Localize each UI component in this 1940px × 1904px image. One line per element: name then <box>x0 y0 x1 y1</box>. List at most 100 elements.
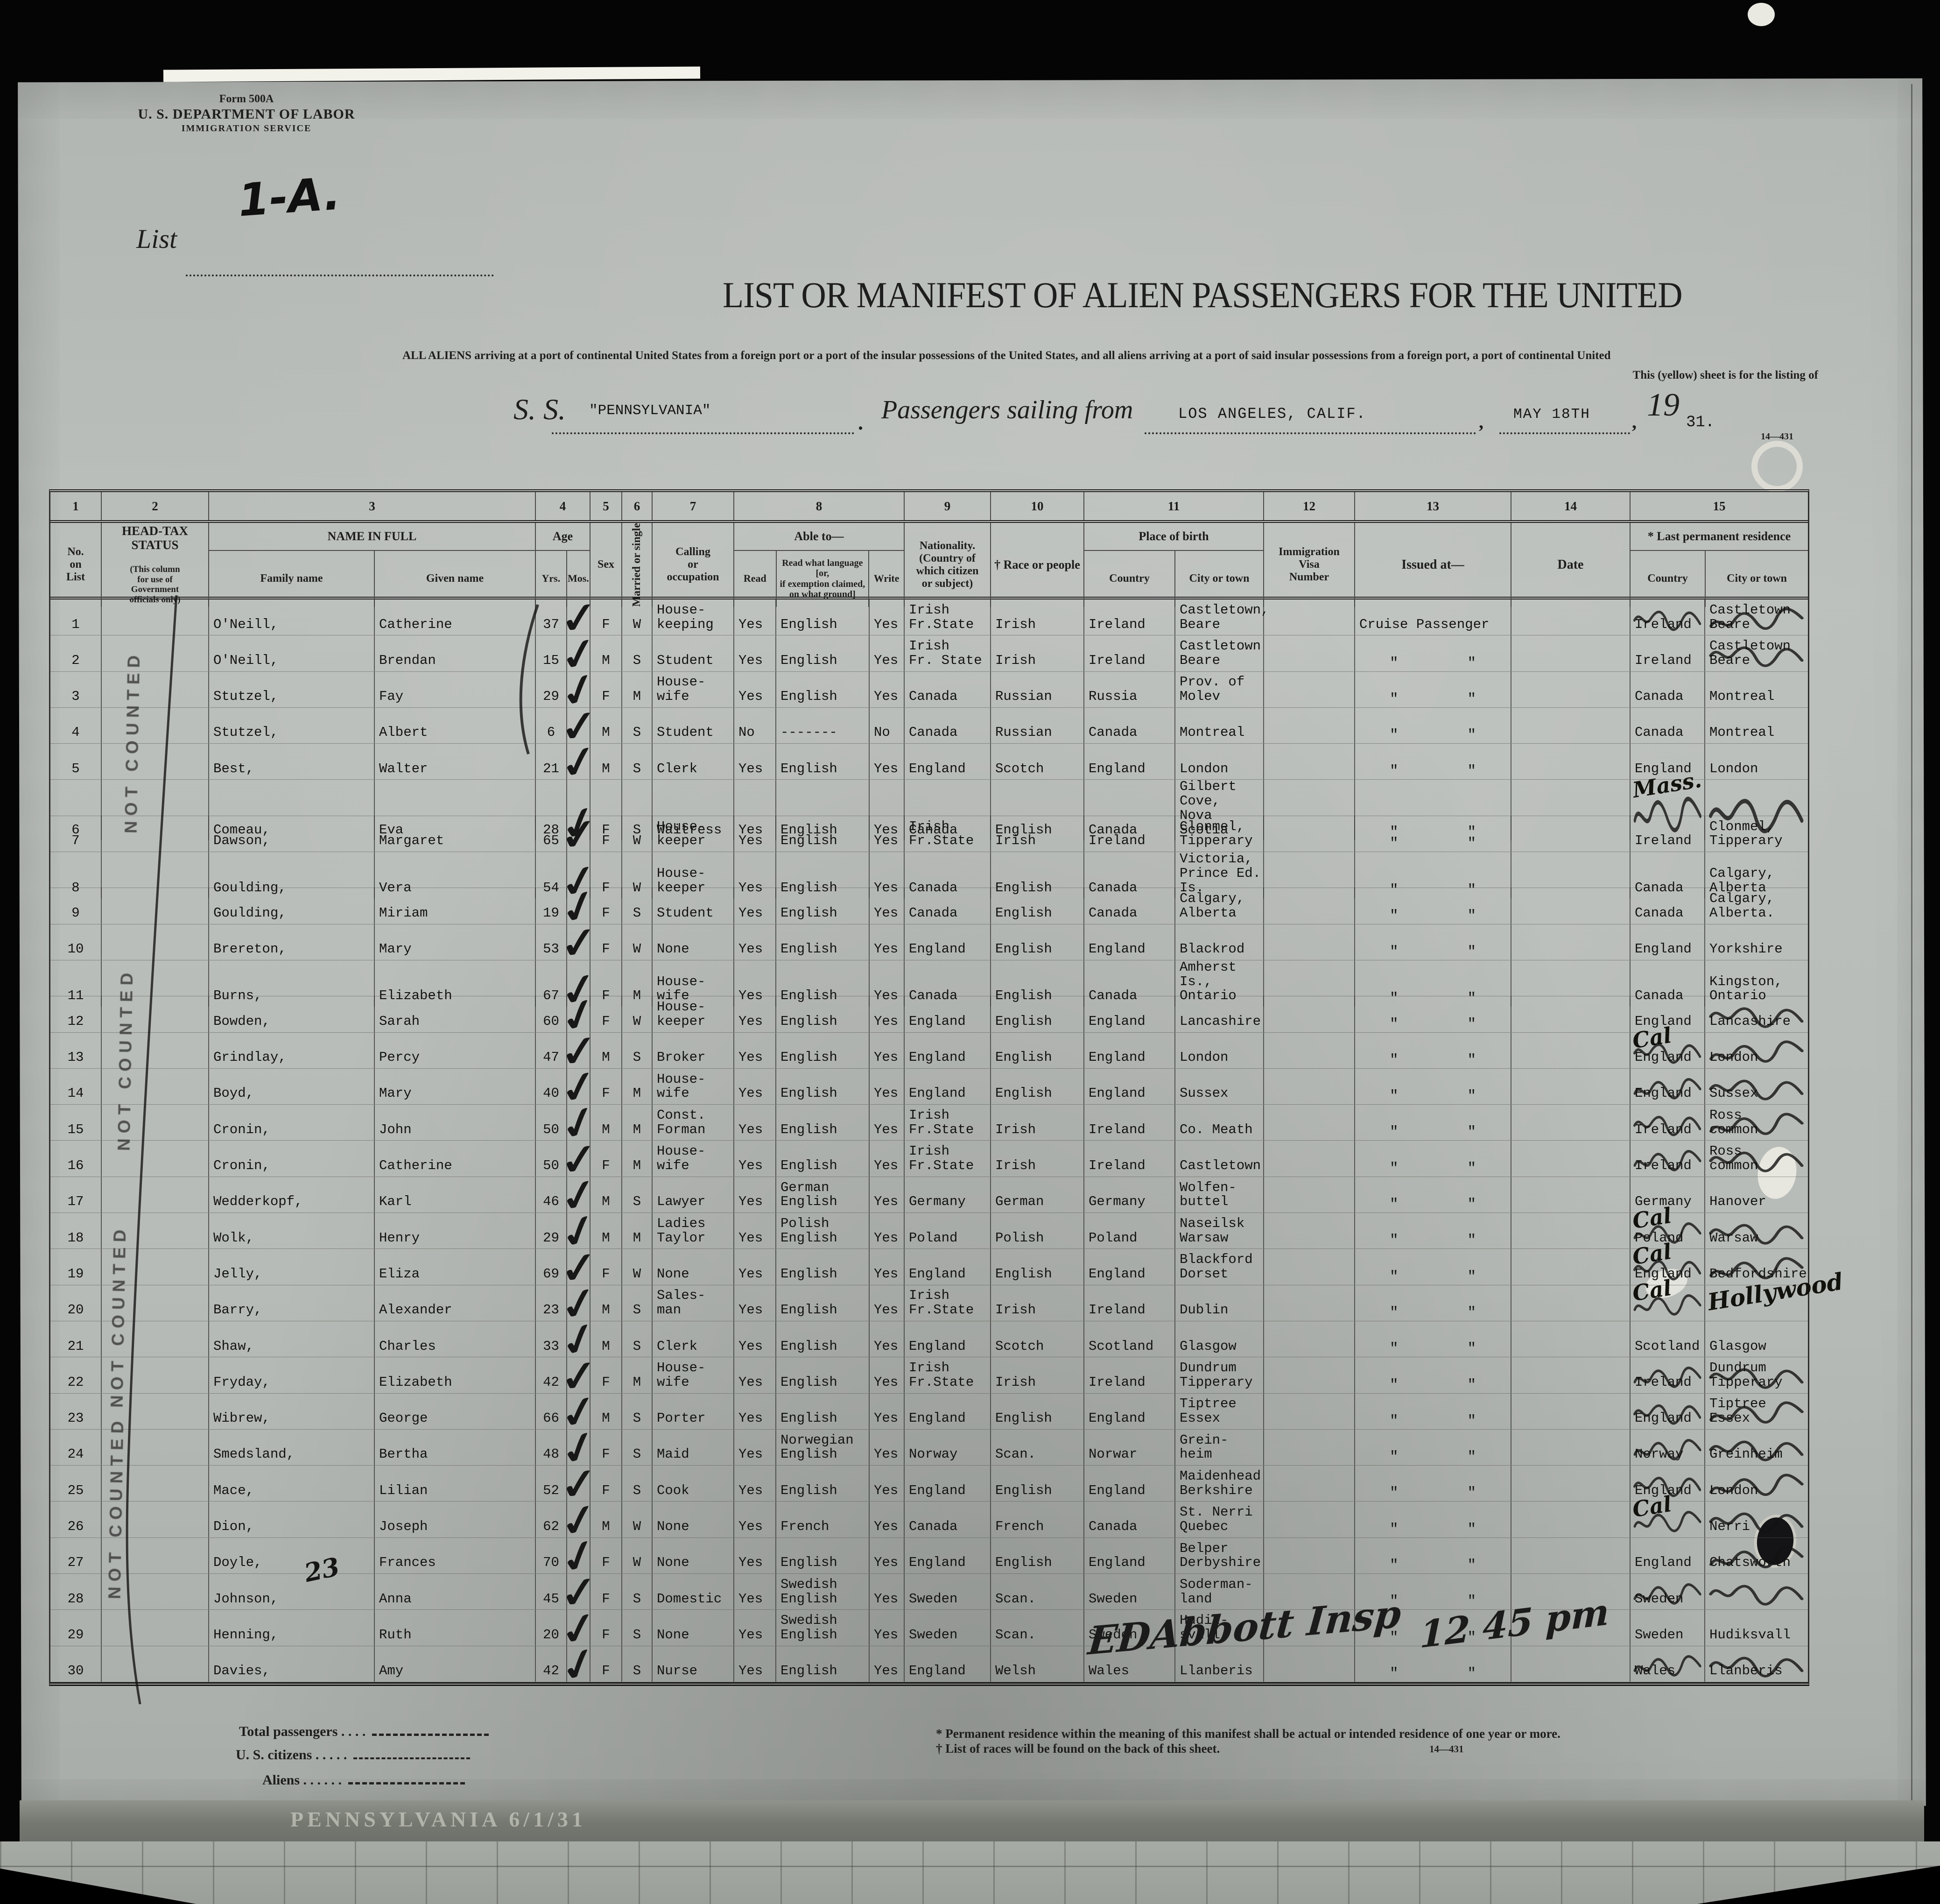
cell-marital-status: S <box>622 1321 653 1357</box>
cell-race-or-people: Irish <box>991 1285 1084 1321</box>
typed-text: 14 <box>67 1086 84 1101</box>
cell-read-language: English <box>776 888 870 924</box>
cell-able-write: No <box>870 707 905 744</box>
cell-date <box>1511 1393 1631 1429</box>
typed-text: Yes <box>738 880 763 896</box>
cell-age-months <box>567 960 590 1007</box>
cell-sex: F ✓ <box>557 1457 622 1512</box>
typed-text: 53 <box>543 941 559 957</box>
typed-text: English <box>780 1302 837 1318</box>
cell-family-name: Comeau, <box>209 780 375 841</box>
cell-given-name: Karl <box>375 1177 536 1213</box>
cell-able-read: Yes <box>734 1502 776 1537</box>
cell-occupation: Waitress <box>653 780 734 841</box>
cell-age-months <box>567 1429 590 1466</box>
typed-text: Yes <box>874 1627 899 1643</box>
passenger-row: 20 Barry, Alexander 23 M ✓ S Sales- man Yes Engli… <box>50 1267 1845 1333</box>
cell-birth-country: England <box>1084 1068 1175 1105</box>
cell-able-write: Yes <box>870 1105 905 1141</box>
cell-birth-city: Prov. of Molev <box>1175 671 1264 707</box>
cell-given-name: Charles <box>375 1321 536 1357</box>
typed-text: None <box>657 941 689 957</box>
cell-able-write: Yes <box>870 780 905 841</box>
ditto-mark: " <box>1467 835 1476 852</box>
typed-text: England <box>1089 1086 1146 1101</box>
cell-read-language: English <box>776 1321 870 1357</box>
residence-country-label: Country <box>1631 551 1706 607</box>
ditto-mark: " <box>1467 990 1476 1007</box>
typed-text: Yes <box>738 1013 763 1029</box>
typed-text: 6 <box>547 725 555 740</box>
cell-sex: M ✓ <box>555 625 622 684</box>
cell-residence-country: Ireland <box>1631 1141 1705 1177</box>
typed-text: Wolfen- buttel <box>1180 1179 1237 1210</box>
typed-text: S <box>633 1482 641 1498</box>
typed-text: ------- <box>780 725 837 740</box>
cell-date <box>1511 1105 1631 1141</box>
cell-visa-number <box>1264 599 1355 635</box>
typed-text: 48 <box>543 1446 559 1462</box>
cell-read-language: English <box>776 1393 870 1429</box>
cell-row-number: 30 <box>50 1646 102 1682</box>
typed-text: 22 <box>67 1374 84 1390</box>
cell-row-number: 13 <box>50 1032 102 1068</box>
cell-able-write: Yes <box>870 960 905 1007</box>
cell-read-language: English <box>776 671 870 707</box>
cell-age-months <box>567 1213 590 1249</box>
cell-occupation: House- keeping <box>653 599 734 635</box>
column-number: 7 <box>653 492 734 520</box>
typed-text: Germany <box>1089 1194 1146 1210</box>
table-rows: 1 O'Neill, Catherine 37 F ✓ W House- keeping Yes… <box>50 591 1845 1695</box>
cell-date <box>1511 1610 1631 1646</box>
cell-birth-country: Ireland <box>1084 599 1175 635</box>
typed-text: 21 <box>67 1338 84 1354</box>
typed-text: Porter <box>657 1410 706 1426</box>
port-blank-line <box>1145 396 1476 434</box>
cell-age-years: 21 <box>536 744 567 780</box>
typed-text: Yes <box>874 1086 899 1101</box>
passenger-row: 16 Cronin, Catherine 50 F ✓ M House- wife Yes Eng… <box>50 1132 1808 1187</box>
cell-issued-at: " " <box>1355 1357 1511 1393</box>
typed-text: Yes <box>874 1302 899 1318</box>
typed-text: S <box>633 905 641 921</box>
cell-read-language: English <box>776 1466 870 1502</box>
typed-text: Yes <box>738 761 763 776</box>
passenger-row: 19 Jelly, Eliza 69 F ✓ W None Yes English Yes Engla… <box>50 1239 1808 1296</box>
cell-birth-country: Ireland <box>1084 635 1175 671</box>
cell-residence-city: Castletown Beare <box>1705 599 1808 635</box>
cell-nationality: England <box>905 924 991 960</box>
cell-birth-city: Gilbert Cove, Nova Scotia <box>1175 780 1264 841</box>
cell-nationality: England <box>905 1068 991 1105</box>
cell-read-language: English <box>776 1537 870 1574</box>
typed-text: England <box>909 1266 966 1282</box>
typed-text: Germany <box>1635 1194 1692 1210</box>
typed-text: Wibrew, <box>213 1410 270 1426</box>
typed-text: Yes <box>738 1591 763 1607</box>
cell-race-or-people: English <box>991 996 1084 1032</box>
cell-birth-country: England <box>1084 1393 1175 1429</box>
passenger-row: 26 Dion, Joseph 62 M ✓ W None Yes French Yes Canada… <box>50 1491 1808 1550</box>
typed-text: Brereton, <box>213 941 287 957</box>
page-title: LIST OR MANIFEST OF ALIEN PASSENGERS FOR… <box>723 275 1683 316</box>
cell-age-years: 53 <box>536 924 567 960</box>
cell-occupation: Porter <box>653 1393 734 1429</box>
typed-text: Yes <box>738 1338 763 1354</box>
cell-visa-number <box>1264 1357 1355 1393</box>
cell-birth-city: Castletown Beare <box>1175 635 1264 671</box>
cell-age-months <box>567 816 590 852</box>
cell-residence-country: Canada <box>1631 671 1705 707</box>
typed-text: Irish Fr. State <box>909 638 982 668</box>
cell-sex: F ✓ <box>554 1635 622 1695</box>
cell-family-name: Wedderkopf, <box>209 1177 375 1213</box>
cell-sex: M ✓ <box>554 1202 622 1262</box>
typed-text: Yes <box>874 1591 899 1607</box>
cell-row-number: 10 <box>50 924 102 960</box>
cell-date <box>1511 1574 1631 1610</box>
ditto-mark: " <box>1467 1088 1476 1105</box>
typed-text: English <box>995 1555 1052 1571</box>
typed-text: Maid <box>657 1446 689 1462</box>
cell-nationality: Irish Fr. State <box>905 635 991 671</box>
cell-able-write: Yes <box>870 599 905 635</box>
cell-headtax-status <box>102 1068 209 1105</box>
typed-text: Tiptree Essex <box>1709 1396 1766 1426</box>
